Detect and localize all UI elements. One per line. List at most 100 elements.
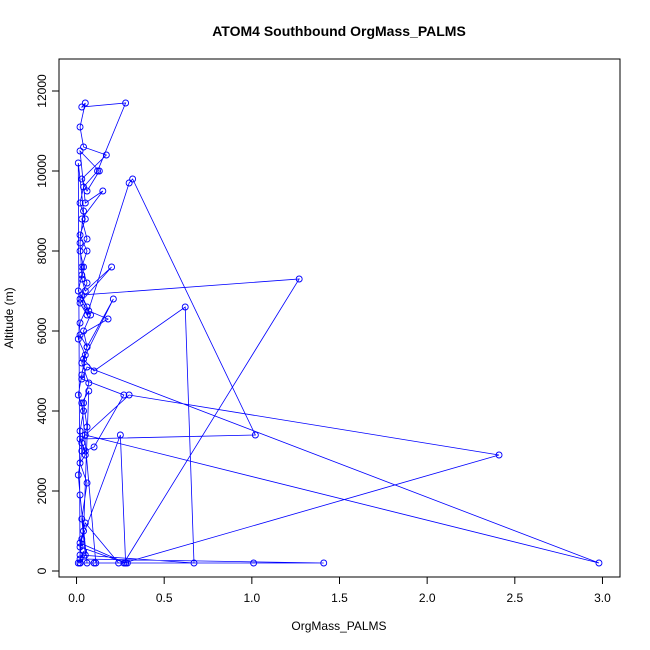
data-point	[81, 351, 89, 359]
data-point	[78, 215, 86, 223]
data-point	[295, 275, 303, 283]
data-point	[76, 231, 84, 239]
data-point	[85, 387, 93, 395]
y-axis-label: Altitude (m)	[2, 287, 16, 348]
data-point	[76, 555, 84, 563]
data-point	[81, 551, 89, 559]
data-point	[74, 335, 82, 343]
data-point	[76, 459, 84, 467]
data-point	[76, 319, 84, 327]
data-point	[78, 535, 86, 543]
data-point	[76, 559, 84, 567]
data-point	[102, 151, 110, 159]
data-point	[104, 315, 112, 323]
data-point	[78, 271, 86, 279]
data-point	[495, 451, 503, 459]
data-point	[74, 559, 82, 567]
data-point	[78, 375, 86, 383]
x-tick-label: 3.0	[594, 591, 611, 605]
data-point	[83, 279, 91, 287]
data-point	[120, 391, 128, 399]
data-point	[125, 391, 133, 399]
data-point	[76, 435, 84, 443]
data-point	[122, 559, 130, 567]
data-point	[125, 179, 133, 187]
data-point	[83, 247, 91, 255]
data-point	[83, 311, 91, 319]
x-tick-label: 1.0	[244, 591, 261, 605]
data-point	[76, 239, 84, 247]
data-point	[78, 515, 86, 523]
data-point	[80, 399, 87, 407]
data-point	[181, 303, 189, 311]
data-point	[78, 439, 86, 447]
series-layer	[74, 99, 603, 567]
series-line	[77, 102, 600, 564]
data-point	[78, 371, 86, 379]
y-tick-label: 12000	[35, 74, 49, 108]
x-axis: 0.0 0.5 1.0 1.5 2.0 2.5 3.0	[68, 576, 611, 605]
data-point	[76, 199, 84, 207]
data-point	[92, 559, 100, 567]
data-point	[78, 399, 86, 407]
data-point	[80, 183, 87, 191]
data-point	[83, 303, 91, 311]
x-tick-label: 0.5	[156, 591, 173, 605]
data-point	[85, 307, 93, 315]
data-point	[74, 471, 82, 479]
data-point	[74, 159, 82, 167]
data-point	[76, 299, 84, 307]
data-point	[190, 559, 198, 567]
data-point	[81, 99, 89, 107]
data-point	[250, 559, 258, 567]
y-tick-label: 10000	[35, 154, 49, 188]
plot-frame	[58, 58, 621, 578]
data-point	[78, 359, 86, 367]
data-point	[81, 215, 89, 223]
data-point	[76, 123, 84, 131]
y-tick-label: 2000	[35, 477, 49, 504]
data-point	[95, 167, 103, 175]
x-tick-label: 2.5	[506, 591, 523, 605]
y-tick-label: 8000	[35, 237, 49, 264]
y-tick-label: 4000	[35, 397, 49, 424]
data-point	[78, 175, 86, 183]
data-point	[116, 431, 124, 439]
x-tick-label: 1.5	[331, 591, 348, 605]
data-point	[81, 199, 89, 207]
data-point	[85, 379, 93, 387]
y-tick-label: 6000	[35, 317, 49, 344]
data-point	[80, 527, 87, 535]
data-point	[90, 367, 98, 375]
data-point	[76, 427, 84, 435]
data-point	[76, 539, 84, 547]
x-tick-label: 2.0	[419, 591, 436, 605]
data-point	[81, 447, 89, 455]
data-point	[251, 431, 259, 439]
data-point	[80, 143, 87, 151]
data-point	[76, 551, 84, 559]
data-point	[80, 355, 87, 363]
data-point	[123, 559, 131, 567]
data-point	[83, 187, 91, 195]
data-point	[74, 287, 82, 295]
data-point	[90, 443, 98, 451]
data-point	[78, 291, 86, 299]
data-point	[83, 235, 91, 243]
data-point	[81, 519, 89, 527]
y-axis: 0 2000 4000 6000 8000 10000 12000	[35, 74, 60, 574]
data-point	[90, 559, 98, 567]
data-point	[74, 391, 82, 399]
data-point	[76, 491, 84, 499]
data-point	[108, 263, 116, 271]
data-point	[80, 407, 87, 415]
data-point	[83, 559, 91, 567]
data-point	[80, 327, 87, 335]
chart-title: ATOM4 Southbound OrgMass_PALMS	[212, 23, 466, 39]
data-point	[80, 547, 87, 555]
data-point	[76, 543, 84, 551]
data-point	[80, 263, 87, 271]
data-point	[78, 275, 86, 283]
data-point	[120, 559, 128, 567]
